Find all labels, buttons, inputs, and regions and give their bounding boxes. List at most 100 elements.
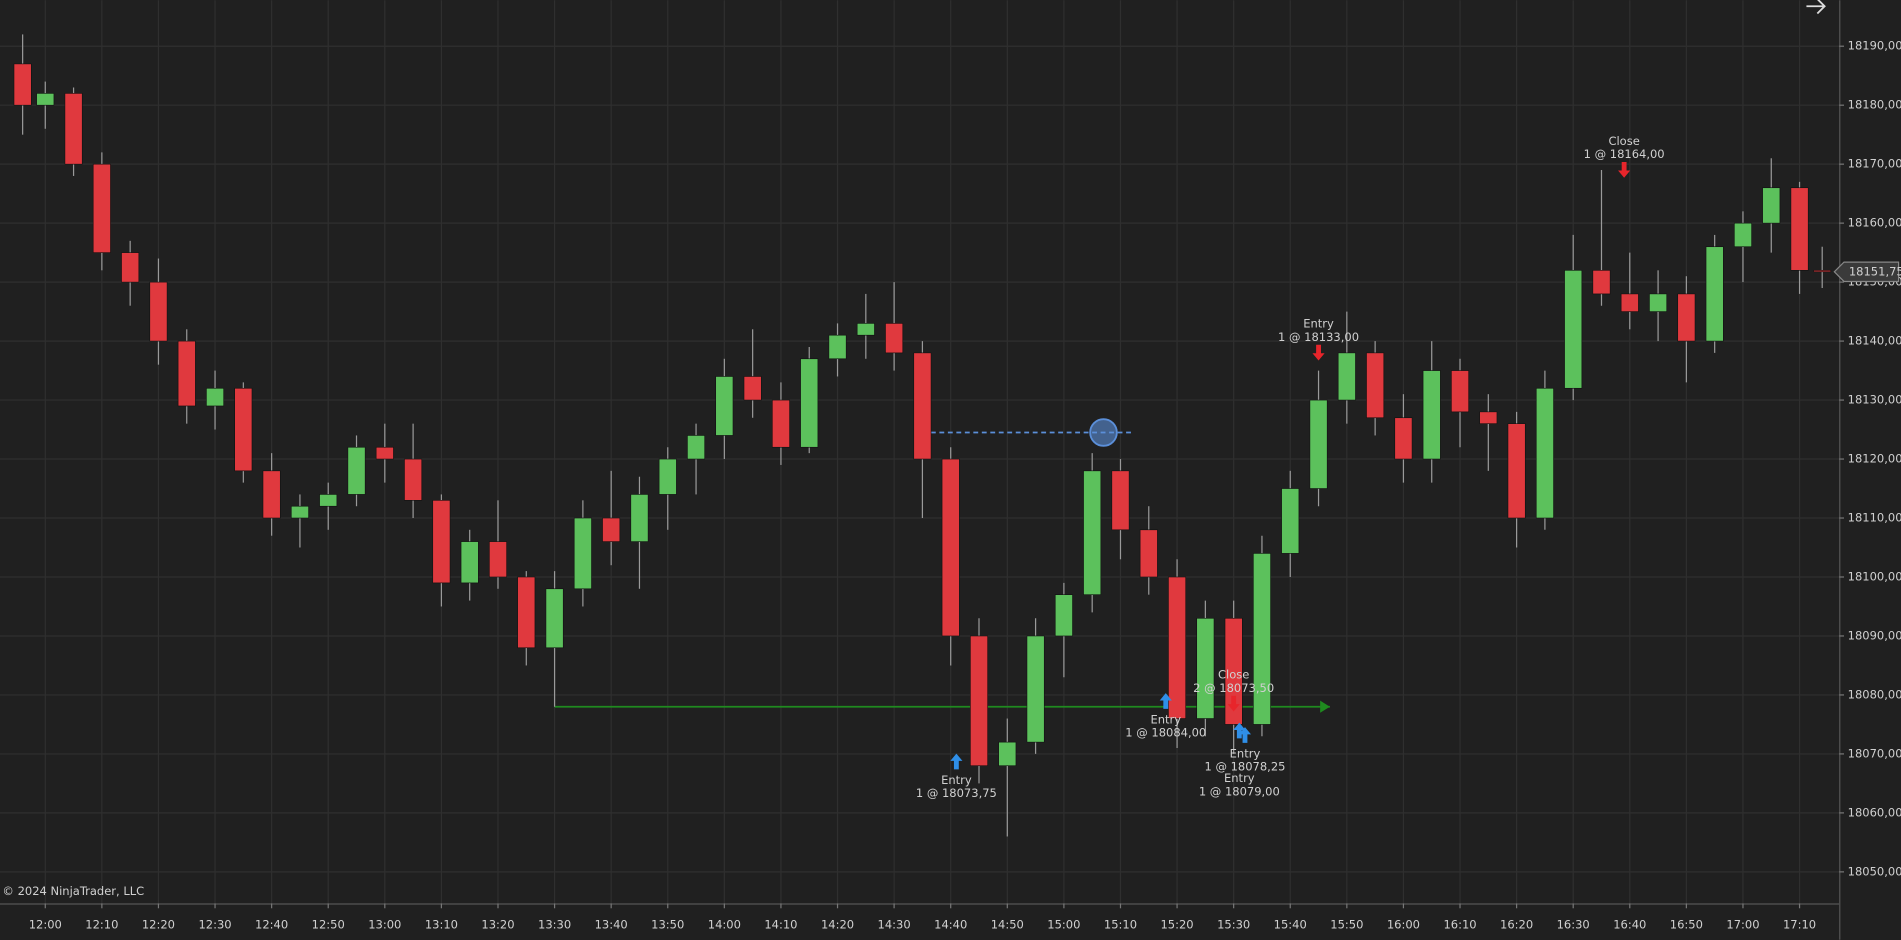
- marker-label: 1 @ 18079,00: [1199, 784, 1280, 798]
- marker-label: Entry: [1224, 771, 1255, 785]
- x-tick-label: 13:50: [651, 918, 684, 932]
- y-tick-label: 18100,00: [1848, 569, 1901, 583]
- candle-body: [460, 541, 479, 584]
- y-tick-label: 18130,00: [1848, 393, 1901, 407]
- candle-body: [1111, 470, 1130, 531]
- candle-body: [856, 323, 875, 336]
- x-tick-label: 15:00: [1047, 918, 1080, 932]
- candle-body: [432, 500, 451, 584]
- x-tick-label: 13:10: [425, 918, 458, 932]
- candle-body: [1281, 488, 1300, 554]
- y-tick-label: 18120,00: [1848, 452, 1901, 466]
- candle-body: [941, 458, 960, 637]
- candle-body: [1253, 553, 1271, 725]
- y-tick-label: 18180,00: [1848, 98, 1901, 112]
- candle-body: [602, 517, 621, 542]
- marker-label: 1 @ 18084,00: [1125, 726, 1206, 740]
- x-tick-label: 15:50: [1330, 918, 1363, 932]
- y-tick-label: 18190,00: [1848, 39, 1901, 53]
- buy-arrow: [950, 753, 963, 770]
- x-tick-label: 13:30: [538, 918, 571, 932]
- candle-body: [234, 387, 253, 472]
- candle-body: [319, 494, 338, 507]
- x-tick-label: 12:00: [29, 918, 62, 932]
- candle-body: [1649, 293, 1668, 312]
- expand-icon[interactable]: [1806, 0, 1826, 15]
- x-tick-label: 14:10: [764, 918, 797, 932]
- y-tick-label: 18140,00: [1848, 334, 1901, 348]
- buy-arrow: [1159, 693, 1172, 709]
- y-tick-label: 18170,00: [1848, 157, 1901, 171]
- last-price-label: 18151,75: [1849, 264, 1901, 278]
- candle-body: [1309, 399, 1328, 489]
- x-tick-label: 12:10: [85, 918, 118, 932]
- y-tick-label: 18160,00: [1848, 216, 1901, 230]
- candle-body: [885, 323, 904, 354]
- candle-body: [1196, 617, 1215, 719]
- x-tick-label: 15:40: [1274, 918, 1307, 932]
- marker-label: 1 @ 18164,00: [1584, 147, 1665, 161]
- candle-body: [1394, 417, 1413, 460]
- x-tick-label: 12:50: [312, 918, 345, 932]
- x-tick-label: 14:40: [934, 918, 967, 932]
- candle-body: [1083, 470, 1102, 595]
- candle-body: [913, 352, 932, 460]
- marker-label: 1 @ 18078,25: [1204, 760, 1285, 774]
- sell-arrow: [1618, 161, 1631, 178]
- candle-body: [1813, 270, 1832, 273]
- candle-body: [1168, 576, 1187, 719]
- axes: 18050,00 18060,00 18070,00 18080,00 18090,00…: [29, 39, 1901, 932]
- marker-label: 1 @ 18133,00: [1278, 330, 1359, 344]
- candle-body: [658, 458, 677, 495]
- x-tick-label: 16:40: [1613, 918, 1646, 932]
- x-tick-label: 15:20: [1160, 918, 1193, 932]
- x-tick-label: 16:30: [1557, 918, 1590, 932]
- level-handle: [1089, 418, 1118, 447]
- x-tick-label: 12:30: [198, 918, 231, 932]
- x-tick-label: 16:20: [1500, 918, 1533, 932]
- y-tick-label: 18080,00: [1848, 687, 1901, 701]
- candle-body: [1479, 411, 1498, 424]
- x-tick-label: 17:10: [1783, 918, 1816, 932]
- x-tick-label: 16:10: [1443, 918, 1476, 932]
- candle-body: [149, 281, 168, 342]
- marker-label: Entry: [1230, 746, 1261, 760]
- candle-body: [1224, 617, 1243, 725]
- candle-body: [92, 163, 111, 253]
- candle-body: [1337, 352, 1356, 401]
- marker-label: Entry: [1150, 712, 1181, 726]
- x-tick-label: 12:20: [142, 918, 175, 932]
- candle-body: [630, 494, 649, 542]
- candle-body: [1705, 246, 1724, 342]
- candle-body: [573, 517, 592, 590]
- candle-body: [1507, 423, 1526, 519]
- candle-body: [404, 458, 423, 501]
- candle-body: [1620, 293, 1639, 312]
- x-tick-label: 13:20: [481, 918, 514, 932]
- x-tick-label: 13:00: [368, 918, 401, 932]
- buy-arrow: [1238, 727, 1252, 743]
- marker-label: 2 @ 18073,50: [1193, 681, 1274, 695]
- candle-body: [828, 334, 847, 360]
- candle-body: [1564, 270, 1583, 389]
- x-tick-label: 14:00: [708, 918, 741, 932]
- grid: [0, 0, 1840, 904]
- candle-body: [1422, 370, 1441, 460]
- candle-body: [1026, 635, 1045, 743]
- x-tick-label: 14:20: [821, 918, 854, 932]
- candle-body: [771, 399, 790, 448]
- candle-body: [347, 446, 366, 495]
- candle-body: [1054, 594, 1073, 637]
- candle-body: [1366, 352, 1385, 419]
- candle-body: [687, 435, 706, 460]
- marker-label: 1 @ 18073,75: [916, 786, 997, 800]
- x-tick-label: 17:00: [1726, 918, 1759, 932]
- marker-label: Close: [1218, 668, 1249, 682]
- sell-arrow: [1227, 695, 1240, 712]
- candle-body: [998, 741, 1017, 767]
- candle-body: [1677, 293, 1696, 342]
- candle-body: [1762, 187, 1781, 224]
